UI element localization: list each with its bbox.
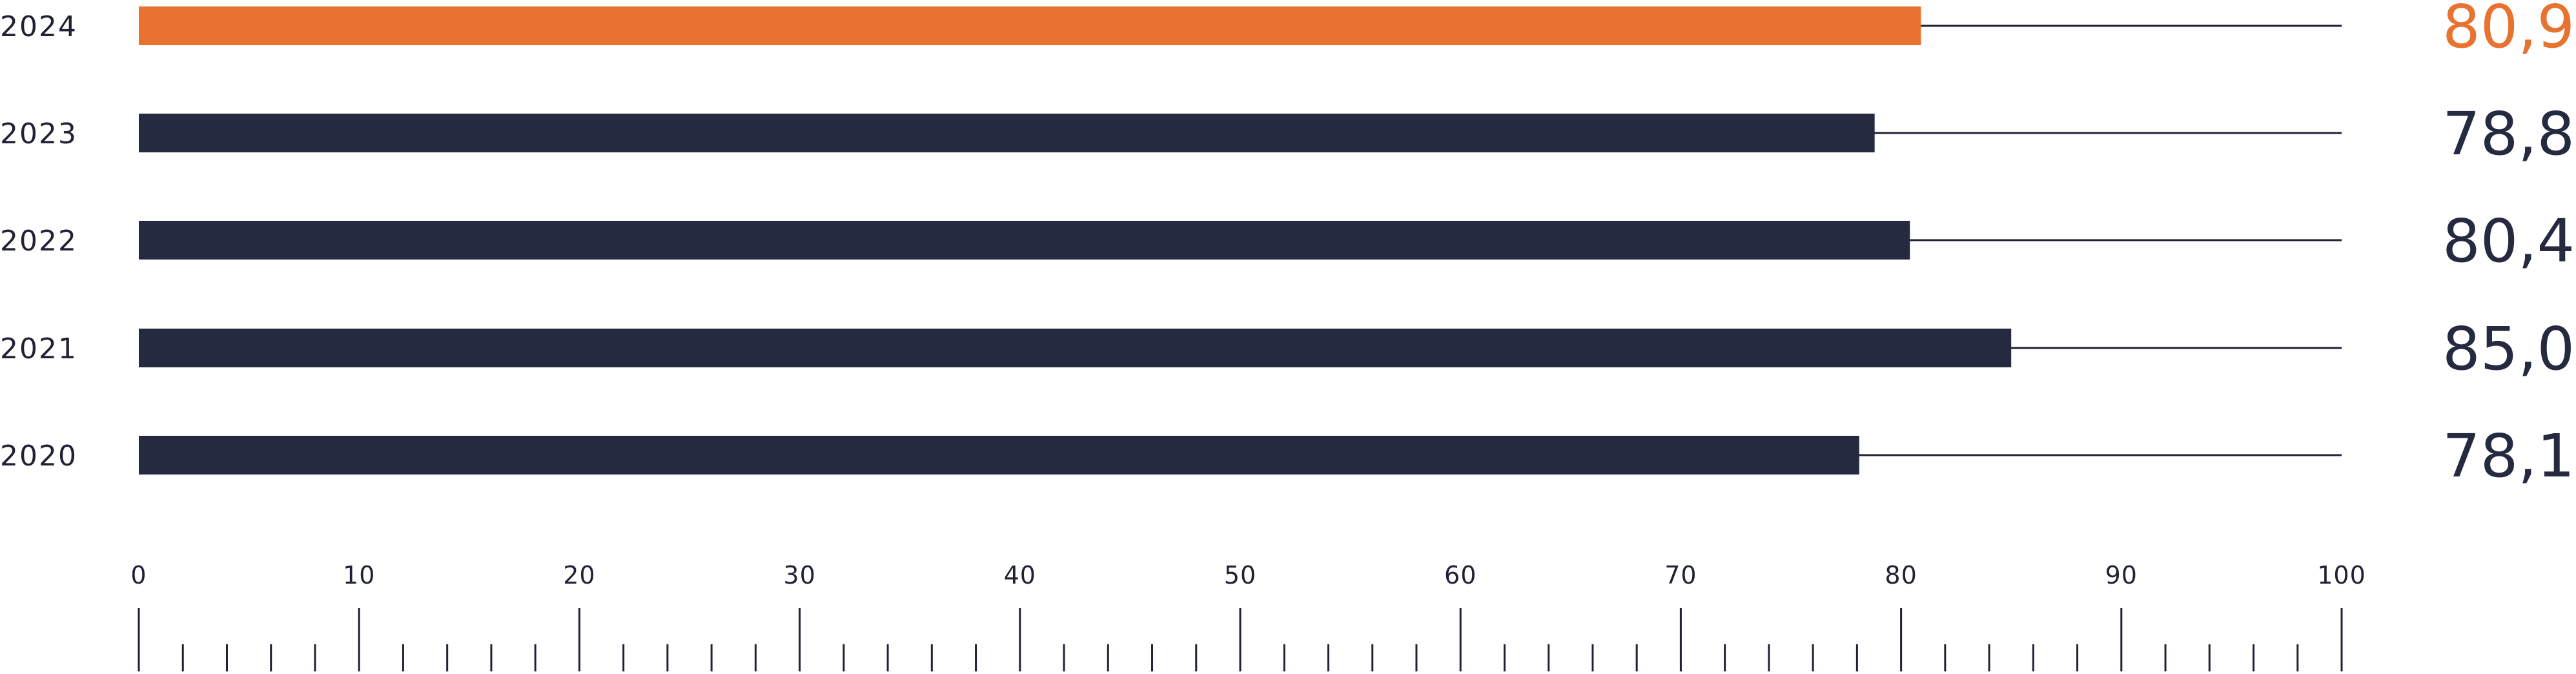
value-label: 78,1 <box>2442 422 2575 491</box>
tick-label: 40 <box>1004 561 1036 589</box>
tick-label: 90 <box>2105 561 2138 589</box>
value-label: 85,0 <box>2442 314 2575 383</box>
year-label: 2022 <box>0 225 77 258</box>
bar-row-2022: 2022 80,4 <box>0 207 2575 276</box>
bar <box>139 436 1859 475</box>
tick-label: 50 <box>1224 561 1256 589</box>
year-label: 2021 <box>0 332 77 365</box>
value-label: 78,8 <box>2442 99 2575 168</box>
bar <box>139 6 1921 45</box>
bar <box>139 221 1910 260</box>
tick-label: 10 <box>343 561 375 589</box>
year-label: 2023 <box>0 117 77 150</box>
x-axis: 0 10 20 30 40 50 60 70 80 90 100 <box>130 561 2366 671</box>
bar-rows: 2024 80,9 2023 78,8 2022 80,4 2021 85,0 2020 78,1 <box>0 0 2575 491</box>
tick-label: 30 <box>783 561 815 589</box>
bar-row-2024: 2024 80,9 <box>0 0 2575 61</box>
bar-row-2023: 2023 78,8 <box>0 99 2575 168</box>
value-label: 80,4 <box>2442 207 2575 276</box>
bar-row-2021: 2021 85,0 <box>0 314 2575 383</box>
bar <box>139 114 1875 152</box>
tick-label: 60 <box>1444 561 1477 589</box>
tick-label: 0 <box>130 561 147 589</box>
bar <box>139 329 2012 367</box>
year-label: 2020 <box>0 440 77 473</box>
tick-label: 70 <box>1664 561 1697 589</box>
tick-label: 100 <box>2317 561 2366 589</box>
year-label: 2024 <box>0 10 77 43</box>
value-label: 80,9 <box>2442 0 2575 61</box>
bar-row-2020: 2020 78,1 <box>0 422 2575 491</box>
tick-label: 80 <box>1885 561 1917 589</box>
tick-label: 20 <box>563 561 595 589</box>
